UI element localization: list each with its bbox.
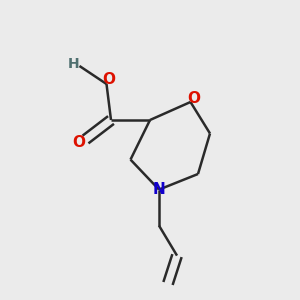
Text: N: N	[153, 182, 165, 197]
Text: O: O	[102, 72, 116, 87]
Text: O: O	[72, 135, 86, 150]
Text: H: H	[68, 57, 79, 70]
Text: O: O	[188, 91, 201, 106]
